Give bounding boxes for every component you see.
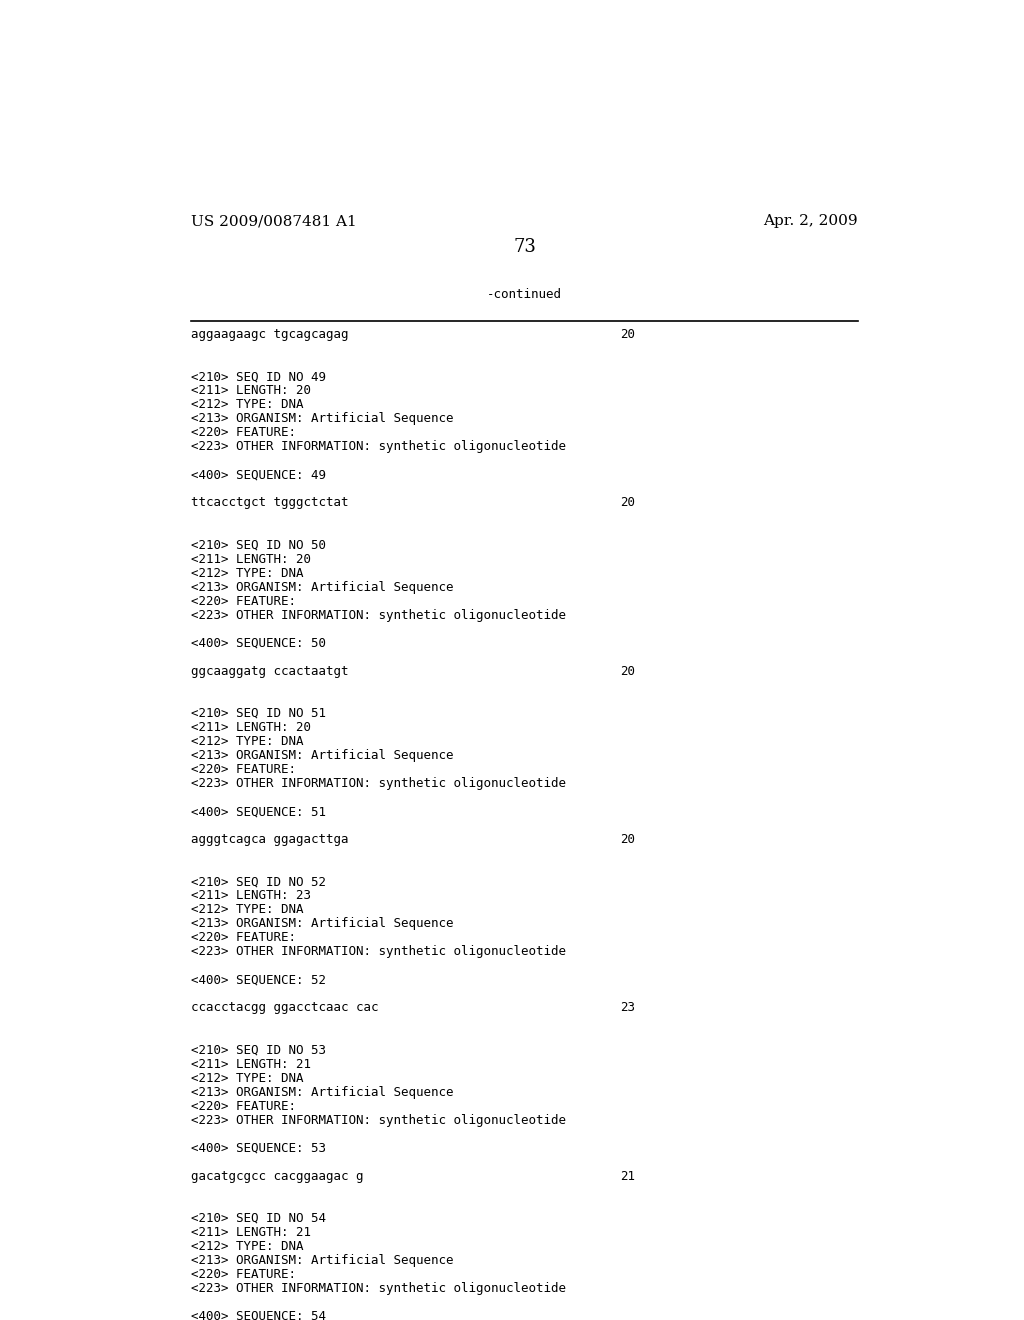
Text: <210> SEQ ID NO 54: <210> SEQ ID NO 54	[191, 1212, 327, 1225]
Text: <212> TYPE: DNA: <212> TYPE: DNA	[191, 1072, 304, 1085]
Text: <400> SEQUENCE: 52: <400> SEQUENCE: 52	[191, 973, 327, 986]
Text: <210> SEQ ID NO 49: <210> SEQ ID NO 49	[191, 370, 327, 383]
Text: <400> SEQUENCE: 49: <400> SEQUENCE: 49	[191, 469, 327, 482]
Text: <213> ORGANISM: Artificial Sequence: <213> ORGANISM: Artificial Sequence	[191, 1085, 454, 1098]
Text: <212> TYPE: DNA: <212> TYPE: DNA	[191, 903, 304, 916]
Text: 21: 21	[620, 1170, 635, 1183]
Text: <213> ORGANISM: Artificial Sequence: <213> ORGANISM: Artificial Sequence	[191, 917, 454, 931]
Text: -continued: -continued	[487, 289, 562, 301]
Text: <400> SEQUENCE: 53: <400> SEQUENCE: 53	[191, 1142, 327, 1155]
Text: <212> TYPE: DNA: <212> TYPE: DNA	[191, 735, 304, 748]
Text: 23: 23	[620, 1002, 635, 1014]
Text: 20: 20	[620, 665, 635, 677]
Text: <211> LENGTH: 20: <211> LENGTH: 20	[191, 384, 311, 397]
Text: <212> TYPE: DNA: <212> TYPE: DNA	[191, 1239, 304, 1253]
Text: <211> LENGTH: 21: <211> LENGTH: 21	[191, 1226, 311, 1239]
Text: <210> SEQ ID NO 52: <210> SEQ ID NO 52	[191, 875, 327, 888]
Text: US 2009/0087481 A1: US 2009/0087481 A1	[191, 214, 357, 228]
Text: <400> SEQUENCE: 54: <400> SEQUENCE: 54	[191, 1309, 327, 1320]
Text: agggtcagca ggagacttga: agggtcagca ggagacttga	[191, 833, 349, 846]
Text: <211> LENGTH: 21: <211> LENGTH: 21	[191, 1057, 311, 1071]
Text: gacatgcgcc cacggaagac g: gacatgcgcc cacggaagac g	[191, 1170, 364, 1183]
Text: <223> OTHER INFORMATION: synthetic oligonucleotide: <223> OTHER INFORMATION: synthetic oligo…	[191, 777, 566, 789]
Text: Apr. 2, 2009: Apr. 2, 2009	[764, 214, 858, 228]
Text: aggaagaagc tgcagcagag: aggaagaagc tgcagcagag	[191, 329, 349, 341]
Text: ggcaaggatg ccactaatgt: ggcaaggatg ccactaatgt	[191, 665, 349, 677]
Text: <223> OTHER INFORMATION: synthetic oligonucleotide: <223> OTHER INFORMATION: synthetic oligo…	[191, 1114, 566, 1126]
Text: <210> SEQ ID NO 50: <210> SEQ ID NO 50	[191, 539, 327, 552]
Text: <220> FEATURE:: <220> FEATURE:	[191, 763, 297, 776]
Text: ccacctacgg ggacctcaac cac: ccacctacgg ggacctcaac cac	[191, 1002, 379, 1014]
Text: <220> FEATURE:: <220> FEATURE:	[191, 426, 297, 440]
Text: <400> SEQUENCE: 50: <400> SEQUENCE: 50	[191, 636, 327, 649]
Text: <213> ORGANISM: Artificial Sequence: <213> ORGANISM: Artificial Sequence	[191, 412, 454, 425]
Text: <213> ORGANISM: Artificial Sequence: <213> ORGANISM: Artificial Sequence	[191, 581, 454, 594]
Text: <211> LENGTH: 20: <211> LENGTH: 20	[191, 721, 311, 734]
Text: <212> TYPE: DNA: <212> TYPE: DNA	[191, 566, 304, 579]
Text: <220> FEATURE:: <220> FEATURE:	[191, 932, 297, 944]
Text: <210> SEQ ID NO 51: <210> SEQ ID NO 51	[191, 706, 327, 719]
Text: <223> OTHER INFORMATION: synthetic oligonucleotide: <223> OTHER INFORMATION: synthetic oligo…	[191, 609, 566, 622]
Text: 20: 20	[620, 833, 635, 846]
Text: <220> FEATURE:: <220> FEATURE:	[191, 1269, 297, 1280]
Text: <211> LENGTH: 20: <211> LENGTH: 20	[191, 553, 311, 565]
Text: 20: 20	[620, 329, 635, 341]
Text: <223> OTHER INFORMATION: synthetic oligonucleotide: <223> OTHER INFORMATION: synthetic oligo…	[191, 945, 566, 958]
Text: <210> SEQ ID NO 53: <210> SEQ ID NO 53	[191, 1044, 327, 1056]
Text: <213> ORGANISM: Artificial Sequence: <213> ORGANISM: Artificial Sequence	[191, 748, 454, 762]
Text: <213> ORGANISM: Artificial Sequence: <213> ORGANISM: Artificial Sequence	[191, 1254, 454, 1267]
Text: 73: 73	[513, 238, 537, 256]
Text: <220> FEATURE:: <220> FEATURE:	[191, 594, 297, 607]
Text: <211> LENGTH: 23: <211> LENGTH: 23	[191, 890, 311, 902]
Text: <223> OTHER INFORMATION: synthetic oligonucleotide: <223> OTHER INFORMATION: synthetic oligo…	[191, 441, 566, 453]
Text: <212> TYPE: DNA: <212> TYPE: DNA	[191, 399, 304, 412]
Text: <220> FEATURE:: <220> FEATURE:	[191, 1100, 297, 1113]
Text: <400> SEQUENCE: 51: <400> SEQUENCE: 51	[191, 805, 327, 818]
Text: <223> OTHER INFORMATION: synthetic oligonucleotide: <223> OTHER INFORMATION: synthetic oligo…	[191, 1282, 566, 1295]
Text: 20: 20	[620, 496, 635, 510]
Text: ttcacctgct tgggctctat: ttcacctgct tgggctctat	[191, 496, 349, 510]
